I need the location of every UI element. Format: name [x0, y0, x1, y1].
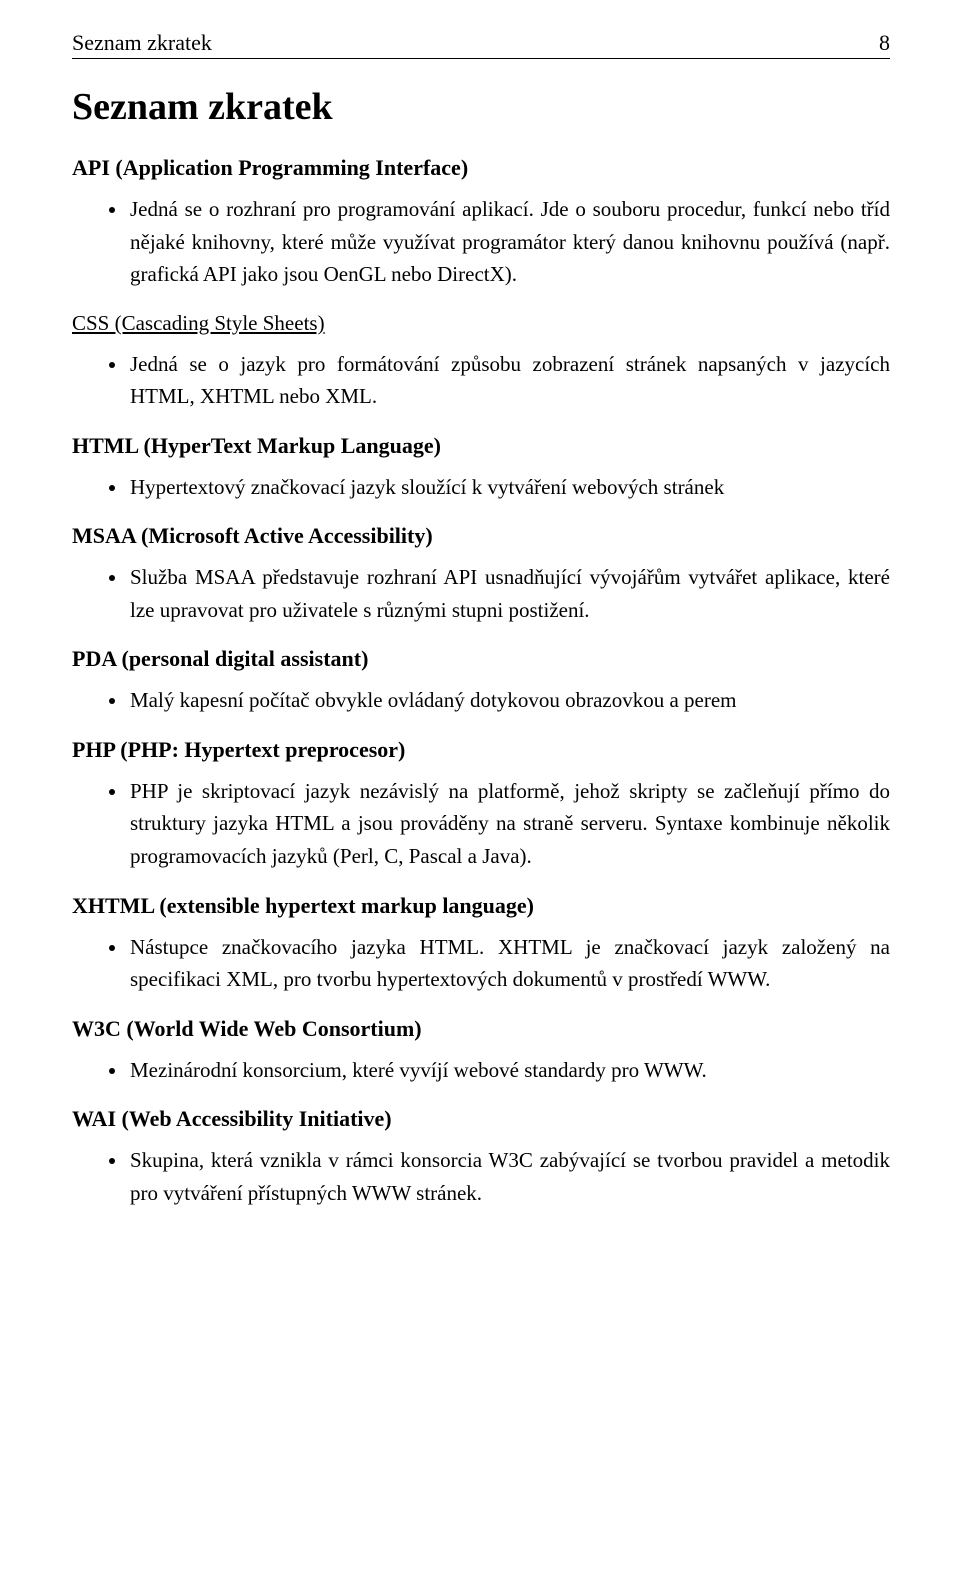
list-item: Nástupce značkovacího jazyka HTML. XHTML…: [128, 931, 890, 996]
term-heading: PDA (personal digital assistant): [72, 646, 368, 671]
term-heading: WAI (Web Accessibility Initiative): [72, 1106, 392, 1131]
term-pda: PDA (personal digital assistant): [72, 646, 890, 672]
term-heading: W3C (World Wide Web Consortium): [72, 1016, 422, 1041]
bullet-list: Malý kapesní počítač obvykle ovládaný do…: [72, 684, 890, 717]
list-item: Služba MSAA představuje rozhraní API usn…: [128, 561, 890, 626]
term-wai: WAI (Web Accessibility Initiative): [72, 1106, 890, 1132]
page-number: 8: [879, 30, 890, 56]
page: Seznam zkratek 8 Seznam zkratek API (App…: [0, 0, 960, 1578]
term-heading: HTML (HyperText Markup Language): [72, 433, 441, 458]
list-item: Hypertextový značkovací jazyk sloužící k…: [128, 471, 890, 504]
list-item: PHP je skriptovací jazyk nezávislý na pl…: [128, 775, 890, 873]
term-msaa: MSAA (Microsoft Active Accessibility): [72, 523, 890, 549]
list-item: Mezinárodní konsorcium, které vyvíjí web…: [128, 1054, 890, 1087]
term-heading: API (Application Programming Interface): [72, 155, 468, 180]
bullet-list: PHP je skriptovací jazyk nezávislý na pl…: [72, 775, 890, 873]
term-heading: PHP (PHP: Hypertext preprocesor): [72, 737, 405, 762]
term-css: CSS (Cascading Style Sheets): [72, 311, 890, 336]
bullet-list: Služba MSAA představuje rozhraní API usn…: [72, 561, 890, 626]
list-item: Jedná se o jazyk pro formátování způsobu…: [128, 348, 890, 413]
term-xhtml: XHTML (extensible hypertext markup langu…: [72, 893, 890, 919]
list-item: Malý kapesní počítač obvykle ovládaný do…: [128, 684, 890, 717]
entries-container: API (Application Programming Interface) J…: [72, 155, 890, 1209]
term-heading: MSAA (Microsoft Active Accessibility): [72, 523, 433, 548]
term-w3c: W3C (World Wide Web Consortium): [72, 1016, 890, 1042]
bullet-list: Hypertextový značkovací jazyk sloužící k…: [72, 471, 890, 504]
list-item: Skupina, která vznikla v rámci konsorcia…: [128, 1144, 890, 1209]
page-header: Seznam zkratek 8: [72, 30, 890, 59]
term-html: HTML (HyperText Markup Language): [72, 433, 890, 459]
bullet-list: Skupina, která vznikla v rámci konsorcia…: [72, 1144, 890, 1209]
term-heading: CSS (Cascading Style Sheets): [72, 311, 325, 335]
bullet-list: Jedná se o rozhraní pro programování apl…: [72, 193, 890, 291]
list-item: Jedná se o rozhraní pro programování apl…: [128, 193, 890, 291]
bullet-list: Nástupce značkovacího jazyka HTML. XHTML…: [72, 931, 890, 996]
bullet-list: Jedná se o jazyk pro formátování způsobu…: [72, 348, 890, 413]
bullet-list: Mezinárodní konsorcium, které vyvíjí web…: [72, 1054, 890, 1087]
term-api: API (Application Programming Interface): [72, 155, 890, 181]
term-heading: XHTML (extensible hypertext markup langu…: [72, 893, 534, 918]
term-php: PHP (PHP: Hypertext preprocesor): [72, 737, 890, 763]
running-head: Seznam zkratek: [72, 30, 212, 56]
page-title: Seznam zkratek: [72, 85, 890, 129]
